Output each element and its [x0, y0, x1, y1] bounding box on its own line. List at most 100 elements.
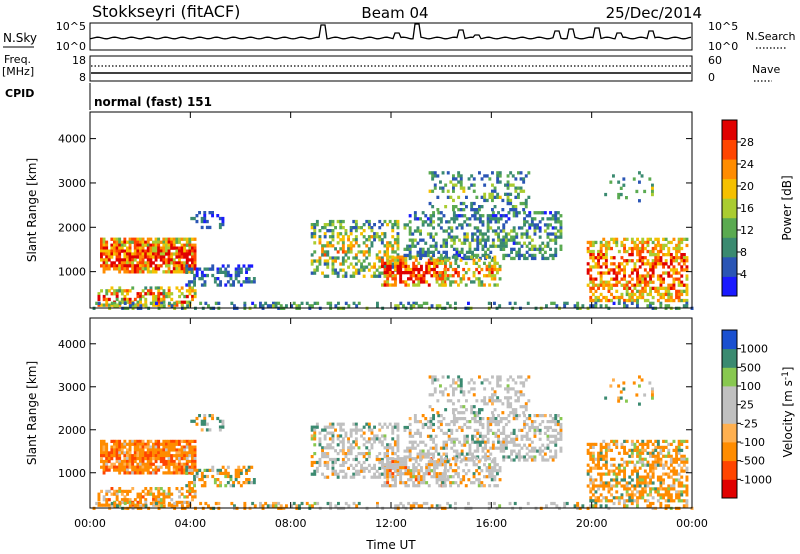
- velocity-cell: [107, 454, 111, 458]
- velocity-cell: [336, 437, 340, 441]
- power-cell: [391, 247, 395, 251]
- velocity-cell: [502, 425, 506, 430]
- power-cell: [165, 264, 168, 268]
- power-cell: [498, 174, 502, 178]
- power-cell: [484, 232, 487, 236]
- velocity-cell: [682, 484, 686, 488]
- power-cell: [440, 258, 444, 262]
- velocity-cell: [365, 440, 369, 444]
- power-cell: [253, 304, 257, 308]
- power-cell: [599, 298, 603, 303]
- power-cell: [383, 265, 387, 269]
- power-cell: [157, 286, 161, 290]
- velocity-cell: [146, 468, 150, 472]
- power-cell: [426, 250, 430, 254]
- velocity-cell: [472, 381, 476, 385]
- velocity-cell: [617, 472, 621, 476]
- velocity-cell: [530, 455, 534, 459]
- velocity-cell: [675, 451, 678, 455]
- x-tick-labels: 00:00 04:00 08:00 12:00 16:00 20:00 00:00: [74, 517, 708, 530]
- power-cell: [393, 256, 397, 260]
- freq-left-label-line2: [MHz]: [2, 65, 34, 78]
- power-cell: [525, 244, 529, 248]
- velocity-cell: [159, 457, 163, 461]
- power-cell: [473, 232, 477, 236]
- velocity-cell: [465, 420, 469, 424]
- velocity-cell: [607, 472, 611, 476]
- power-cell: [452, 198, 455, 203]
- velocity-cell: [185, 500, 189, 505]
- velocity-cell: [102, 468, 106, 472]
- velocity-cell: [208, 414, 212, 418]
- velocity-cell: [399, 460, 403, 464]
- power-cell: [543, 211, 547, 215]
- velocity-cell: [323, 452, 327, 456]
- power-cell: [591, 292, 595, 297]
- power-cell: [506, 174, 510, 178]
- velocity-cell: [586, 469, 590, 473]
- velocity-cell: [412, 457, 416, 461]
- power-cell: [530, 244, 534, 248]
- power-cell: [413, 214, 417, 218]
- velocity-cell: [146, 471, 150, 475]
- velocity-cell: [597, 466, 600, 470]
- velocity-cell: [426, 455, 430, 459]
- power-cell: [172, 252, 176, 256]
- velocity-cell: [136, 448, 140, 452]
- velocity-cell: [159, 454, 163, 458]
- velocity-cell: [432, 422, 435, 427]
- power-cell: [141, 267, 145, 271]
- power-cell: [162, 297, 166, 302]
- velocity-cell: [641, 493, 645, 497]
- power-cell: [144, 240, 148, 244]
- power-cell: [105, 297, 109, 302]
- velocity-cell: [511, 408, 515, 412]
- power-cell: [118, 237, 122, 241]
- velocity-cell: [641, 442, 645, 447]
- power-cell: [589, 249, 593, 254]
- power-cell: [528, 241, 532, 245]
- velocity-cell: [178, 459, 181, 464]
- velocity-cell: [339, 440, 343, 444]
- velocity-cell: [195, 474, 199, 479]
- power-cell: [383, 267, 387, 272]
- velocity-cell: [559, 431, 563, 436]
- velocity-cell: [589, 475, 593, 479]
- velocity-cell: [170, 457, 174, 461]
- power-cell: [426, 247, 430, 251]
- power-cell: [612, 268, 616, 272]
- power-cell: [388, 259, 392, 263]
- velocity-cell: [636, 472, 639, 476]
- velocity-cell: [383, 437, 387, 441]
- power-cell: [685, 237, 689, 241]
- velocity-cell: [198, 414, 201, 418]
- power-cell: [331, 271, 335, 275]
- velocity-cell: [115, 489, 119, 494]
- velocity-cell: [191, 439, 194, 444]
- power-cell: [165, 294, 168, 299]
- velocity-cell: [113, 492, 116, 496]
- power-cell: [430, 267, 434, 272]
- velocity-cell: [549, 414, 552, 418]
- velocity-cell: [649, 469, 652, 473]
- power-cell: [165, 258, 168, 262]
- power-cell: [102, 240, 106, 244]
- power-cell: [193, 258, 197, 262]
- velocity-cell: [515, 437, 519, 441]
- velocity-cell: [234, 471, 238, 476]
- power-colorbar-label: Power [dB]: [780, 175, 794, 240]
- velocity-cell: [394, 484, 397, 488]
- velocity-cell: [221, 419, 225, 423]
- velocity-cell: [352, 440, 356, 444]
- power-cell: [499, 241, 503, 245]
- power-cell: [589, 298, 593, 303]
- noise-left-tick-top: 10^5: [56, 20, 86, 33]
- power-cell: [680, 292, 684, 297]
- velocity-cell: [396, 437, 400, 441]
- power-cell: [664, 259, 668, 263]
- velocity-cell: [485, 402, 489, 406]
- velocity-cell: [454, 457, 458, 461]
- power-cell: [394, 304, 398, 308]
- velocity-cell: [386, 475, 390, 479]
- velocity-cell: [654, 490, 658, 494]
